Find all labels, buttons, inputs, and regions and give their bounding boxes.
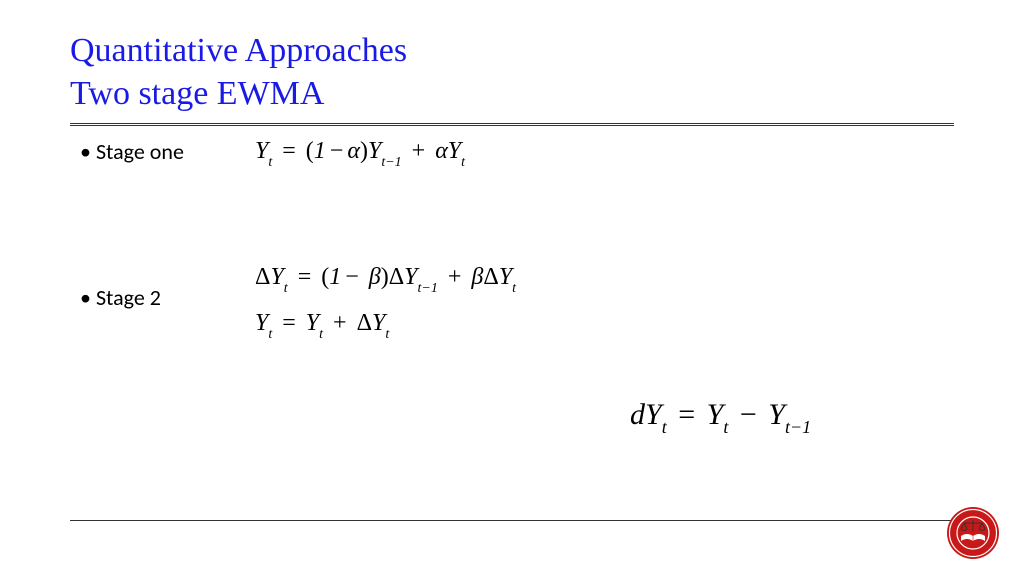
title-block: Quantitative Approaches Two stage EWMA [70, 30, 954, 115]
equation-stage1: Yt = (1−α)Yt−1 + αYt [255, 138, 465, 169]
body: Stage one Stage 2 Yt = (1−α)Yt−1 + αYt Δ… [70, 126, 954, 506]
divider-bottom [70, 520, 954, 521]
bullet-stage-two: Stage 2 [80, 284, 161, 311]
equation-dy: dYt = Yt − Yt−1 [630, 398, 811, 436]
equation-stage2-line2: Yt = Yt + ΔYt [255, 310, 389, 341]
bullet-stage-two-text: Stage 2 [96, 284, 161, 311]
equation-stage2-line1: ΔYt = (1− β)ΔYt−1 + βΔYt [255, 264, 516, 295]
bullet-stage-one-text: Stage one [96, 138, 184, 165]
bullet-stage-one: Stage one [80, 138, 184, 165]
title-line-2: Two stage EWMA [70, 73, 954, 116]
title-line-1: Quantitative Approaches [70, 30, 954, 73]
slide: Quantitative Approaches Two stage EWMA S… [0, 0, 1024, 576]
university-logo-icon [946, 506, 1000, 560]
